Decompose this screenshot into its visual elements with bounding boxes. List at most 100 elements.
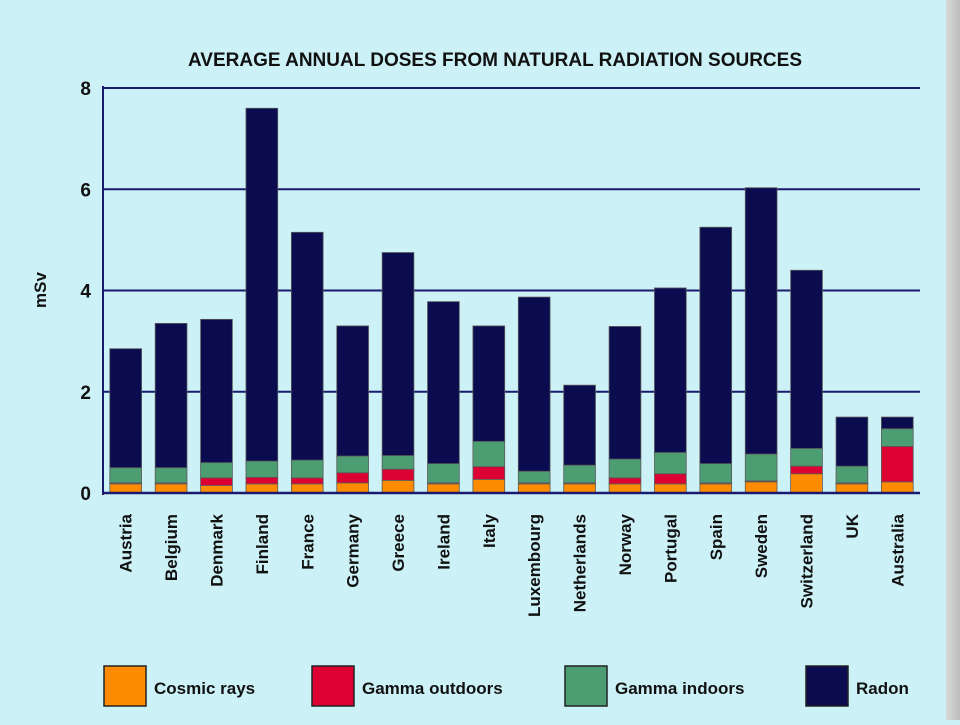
x-tick-label: Portugal xyxy=(661,514,680,583)
x-tick-label: Italy xyxy=(480,513,499,548)
y-tick-label: 2 xyxy=(80,383,91,404)
bar-segment xyxy=(427,483,460,494)
bar-segment xyxy=(245,476,279,485)
x-axis-labels: Austria Belgium Denmark Finland France German… xyxy=(117,513,908,617)
bar-segment xyxy=(744,187,778,455)
y-tick-label: 4 xyxy=(80,282,91,303)
bar-segment xyxy=(517,483,551,494)
x-tick-label: Luxembourg xyxy=(525,514,544,617)
bar-segment xyxy=(881,481,914,494)
bar-segment xyxy=(290,477,324,485)
bar-segment xyxy=(517,470,551,484)
bar-segment xyxy=(654,452,687,475)
bar-segment xyxy=(245,483,279,494)
bar-segment xyxy=(336,472,369,484)
bar-segment xyxy=(336,482,369,494)
legend-swatch xyxy=(311,665,355,707)
bar-segment xyxy=(200,477,233,486)
bar-segment xyxy=(790,269,823,449)
bar-segment xyxy=(699,483,733,494)
x-tick-label: UK xyxy=(843,513,862,538)
legend-label: Cosmic rays xyxy=(154,679,255,698)
bar-segment xyxy=(790,448,823,467)
chart: AVERAGE ANNUAL DOSES FROM NATURAL RADIAT… xyxy=(31,50,920,707)
bar-segment xyxy=(336,325,369,457)
bar-segment xyxy=(608,458,642,479)
legend: Cosmic rays Gamma outdoors Gamma indoors Ra… xyxy=(103,665,909,707)
bar-segment xyxy=(154,323,188,469)
x-tick-label: Finland xyxy=(253,514,272,574)
bar-segment xyxy=(472,478,506,494)
grid xyxy=(103,87,920,393)
bar-segment xyxy=(563,483,596,494)
bar-segment xyxy=(245,460,279,478)
scrollbar-edge xyxy=(946,0,960,720)
x-tick-label: Denmark xyxy=(207,513,226,586)
bar-segment xyxy=(608,477,642,485)
bar-segment xyxy=(744,481,778,494)
bar-segment xyxy=(109,348,142,469)
bar-segment xyxy=(154,467,188,484)
bar-segment xyxy=(381,479,415,494)
bar-segment xyxy=(881,416,914,430)
legend-swatch xyxy=(103,665,147,707)
bar-segment xyxy=(563,464,596,484)
legend-label: Gamma outdoors xyxy=(362,679,503,698)
bar-segment xyxy=(835,465,869,484)
bars xyxy=(109,107,914,494)
bar-segment xyxy=(290,459,324,479)
bar-segment xyxy=(517,296,551,472)
bar-segment xyxy=(245,107,279,462)
x-tick-label: Norway xyxy=(616,513,635,575)
x-tick-label: Austria xyxy=(117,513,136,572)
y-tick-label: 0 xyxy=(80,484,91,505)
legend-swatch xyxy=(564,665,608,707)
bar-segment xyxy=(381,252,415,456)
bar-segment xyxy=(290,231,324,461)
bar-segment xyxy=(835,416,869,467)
x-tick-label: Belgium xyxy=(162,514,181,581)
x-tick-label: Greece xyxy=(389,514,408,572)
bar-segment xyxy=(790,465,823,475)
bar-segment xyxy=(563,384,596,466)
bar-segment xyxy=(744,453,778,482)
x-tick-label: Spain xyxy=(707,514,726,560)
bar-segment xyxy=(654,483,687,494)
chart-title: AVERAGE ANNUAL DOSES FROM NATURAL RADIAT… xyxy=(188,50,802,71)
bar-segment xyxy=(881,428,914,447)
x-tick-label: Ireland xyxy=(434,514,453,570)
bar-segment xyxy=(699,463,733,484)
y-tick-label: 6 xyxy=(80,180,91,201)
bar-segment xyxy=(472,466,506,480)
bar-segment xyxy=(427,301,460,465)
bar-segment xyxy=(154,483,188,494)
bar-segment xyxy=(790,473,823,494)
x-tick-label: France xyxy=(298,514,317,570)
x-tick-label: Switzerland xyxy=(798,514,817,608)
bar-segment xyxy=(835,483,869,494)
bar-segment xyxy=(608,326,642,460)
bar-segment xyxy=(336,455,369,474)
bar-segment xyxy=(109,467,142,484)
bar-segment xyxy=(472,325,506,442)
bar-segment xyxy=(608,483,642,494)
x-tick-label: Netherlands xyxy=(571,514,590,612)
chart-svg: AVERAGE ANNUAL DOSES FROM NATURAL RADIAT… xyxy=(31,50,920,707)
legend-label: Gamma indoors xyxy=(615,679,744,698)
y-tick-label: 8 xyxy=(80,79,91,100)
x-tick-label: Sweden xyxy=(752,514,771,578)
bar-segment xyxy=(427,463,460,484)
x-tick-label: Germany xyxy=(344,513,363,587)
bar-segment xyxy=(654,287,687,453)
x-tick-label: Australia xyxy=(888,513,907,586)
y-axis-ticks: 0 2 4 6 8 xyxy=(80,79,91,505)
bar-segment xyxy=(200,462,233,479)
bar-segment xyxy=(200,318,233,464)
legend-swatch xyxy=(805,665,849,707)
bar-segment xyxy=(881,446,914,483)
legend-label: Radon xyxy=(856,679,909,698)
bar-segment xyxy=(290,483,324,494)
bar-segment xyxy=(654,473,687,485)
bar-segment xyxy=(699,226,733,465)
y-axis-label: mSv xyxy=(31,272,50,308)
